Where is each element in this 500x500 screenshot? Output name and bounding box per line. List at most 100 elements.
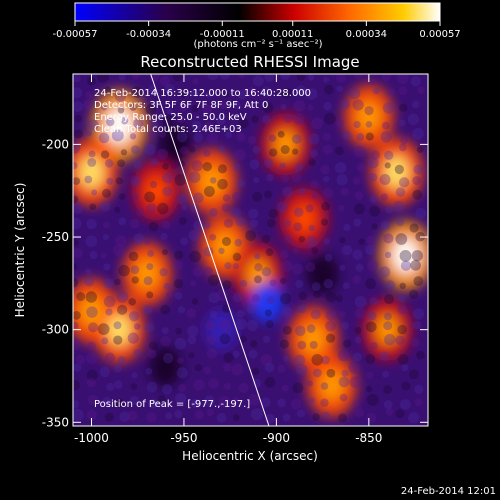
texture-blob [216,412,227,423]
texture-blob [189,171,201,183]
texture-blob [408,369,419,380]
texture-blob [176,367,188,379]
texture-blob [309,149,318,158]
texture-blob [165,412,173,420]
texture-blob [117,106,125,114]
texture-blob [293,207,304,218]
texture-blob [145,367,153,375]
y-tick-label: -350 [42,415,69,429]
texture-blob [148,131,157,140]
texture-blob [174,410,183,419]
texture-blob [104,86,112,94]
texture-blob [250,408,263,421]
texture-blob [114,278,121,286]
texture-blob [209,310,218,319]
texture-blob [369,195,379,204]
texture-blob [277,130,285,138]
texture-blob [222,91,229,98]
texture-blob [337,349,350,362]
texture-blob [298,187,306,196]
texture-blob [162,162,169,170]
texture-blob [294,163,304,172]
texture-blob [99,366,110,378]
texture-blob [307,74,315,81]
texture-blob [149,341,159,351]
texture-blob [164,83,175,94]
texture-blob [187,335,197,345]
texture-blob [179,146,189,155]
texture-blob [150,158,159,166]
texture-blob [353,120,361,129]
texture-blob [294,354,306,366]
texture-blob [204,222,211,229]
texture-blob [411,250,423,262]
texture-blob [366,371,374,379]
bright-region-core [212,230,237,262]
texture-blob [356,162,366,172]
texture-blob [217,164,227,174]
texture-blob [355,263,364,272]
texture-blob [238,74,245,79]
texture-blob [236,309,245,318]
texture-blob [307,104,314,111]
texture-blob [216,289,228,302]
texture-blob [401,381,411,391]
texture-blob [308,224,316,232]
texture-blob [397,353,409,365]
texture-blob [205,320,216,331]
texture-blob [385,205,394,214]
y-tick-label: -250 [42,230,69,244]
texture-blob [264,309,272,317]
texture-blob [412,320,422,330]
texture-blob [73,379,80,391]
texture-blob [414,398,423,407]
texture-blob [322,411,330,419]
texture-blob [293,222,303,232]
texture-blob [162,353,174,364]
texture-blob [223,382,232,391]
texture-blob [130,175,142,187]
texture-blob [130,145,140,154]
texture-blob [103,263,111,271]
texture-blob [254,263,263,272]
texture-blob [174,337,187,350]
colorbar-tick-label: -0.00034 [126,29,171,40]
texture-blob [265,248,274,256]
texture-blob [413,276,424,287]
texture-blob [159,75,171,87]
texture-blob [223,363,232,372]
bright-region-core [319,369,345,401]
texture-blob [281,174,290,183]
texture-blob [97,74,109,83]
texture-blob [160,336,172,347]
texture-blob [133,160,143,170]
texture-blob [100,252,107,259]
texture-blob [354,407,365,418]
texture-blob [188,229,200,242]
texture-blob [283,113,293,123]
texture-blob [132,74,140,80]
texture-blob [73,101,84,112]
texture-blob [247,135,257,145]
texture-blob [364,106,374,116]
texture-blob [412,176,422,185]
texture-blob [232,101,241,109]
bright-region-core [245,258,270,290]
texture-blob [131,86,143,98]
texture-blob [311,247,319,255]
texture-blob [312,413,320,421]
texture-blob [106,382,115,391]
texture-blob [365,132,374,141]
texture-blob [157,202,169,215]
texture-blob [127,332,139,344]
texture-blob [269,148,278,157]
texture-blob [159,130,166,138]
texture-blob [231,363,244,376]
texture-blob [115,398,125,408]
texture-blob [73,400,80,409]
texture-blob [175,392,187,405]
texture-blob [343,339,352,348]
texture-blob [412,100,420,109]
texture-blob [409,223,419,233]
texture-blob [114,90,127,102]
